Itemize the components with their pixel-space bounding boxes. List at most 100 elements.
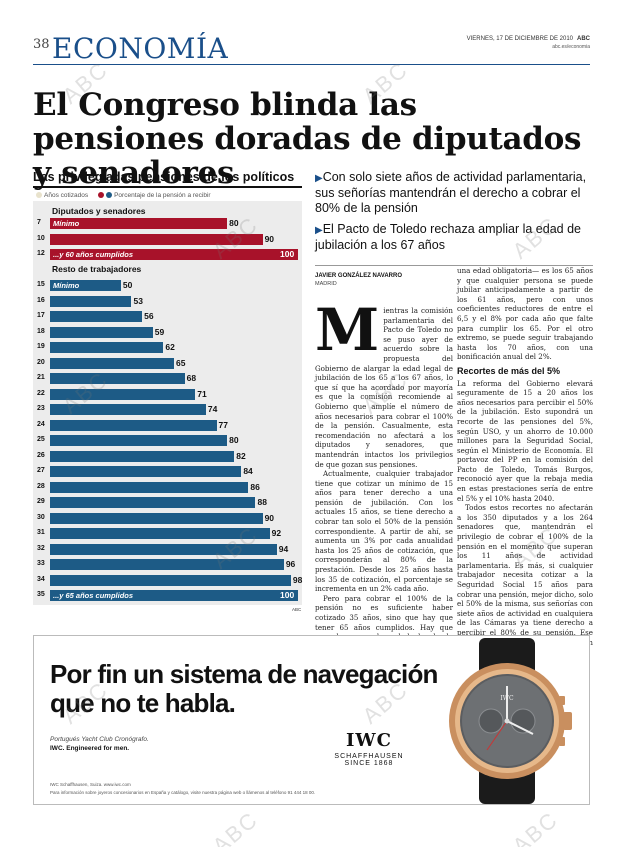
bar-year-label: 19: [37, 343, 45, 350]
chart-source: ABC: [292, 607, 302, 612]
chart-legend: Años cotizados Porcentaje de la pensión …: [36, 192, 211, 199]
bar-year-label: 26: [37, 451, 45, 459]
logo-schaffhausen: SCHAFFHAUSEN: [334, 753, 404, 760]
legend-blue-dot: [106, 192, 113, 198]
ad-tagline: IWC. Engineered for men.: [50, 745, 130, 752]
bar: [50, 559, 284, 570]
bar: [50, 388, 196, 400]
group-label-workers: Resto de trabajadores: [52, 264, 142, 274]
bar: [50, 311, 143, 322]
bar-value: 88: [257, 497, 267, 507]
bar-row: 34 98: [33, 574, 302, 586]
watermark: ABC: [207, 806, 263, 847]
byline-author: JAVIER GONZÁLEZ NAVARRO: [315, 273, 403, 279]
bar-year-label: 15: [37, 281, 45, 288]
section-title: ECONOMÍA: [52, 32, 229, 65]
bar: [50, 466, 242, 477]
bar-row: 24 77: [33, 419, 302, 431]
bar: ...y 65 años cumplidos: [50, 590, 298, 601]
bar: [50, 450, 235, 462]
iwc-advertisement[interactable]: Por fin un sistema de navegación que no …: [33, 635, 590, 805]
subhead-2-text: El Pacto de Toledo rechaza ampliar la ed…: [315, 222, 581, 252]
bar-year-label: 23: [37, 405, 45, 412]
bar-inline-label: Mínimo: [53, 281, 80, 290]
ad-product: Portugués Yacht Club Cronógrafo.: [50, 736, 149, 743]
legend-red-dot: [98, 192, 105, 198]
bar-value: 80: [229, 435, 239, 445]
legend-pct-label: Porcentaje de la pensión a recibir: [114, 192, 211, 199]
bar-row: 28 86: [33, 481, 302, 493]
bar-row: 25 80: [33, 435, 302, 446]
bar-row: 20 65: [33, 357, 302, 369]
bar-row: 35 ...y 65 años cumplidos 100: [33, 590, 302, 601]
bar-row: 32 94: [33, 543, 302, 555]
bar-row: 33 96: [33, 559, 302, 570]
bar-row: 16 53: [33, 295, 302, 307]
bar: [50, 295, 132, 307]
ad-headline: Por fin un sistema de navegación que no …: [50, 660, 438, 718]
paragraph: una edad obligatoria— es los 65 años y q…: [457, 266, 593, 362]
legend-years-dot: [36, 192, 42, 198]
bar-value: 65: [176, 357, 186, 368]
bar-value: 53: [133, 295, 143, 306]
bar-row: 30 90: [33, 512, 302, 524]
bar-row: 21 68: [33, 373, 302, 384]
subhead-1: ▶Con solo siete años de actividad parlam…: [315, 170, 593, 216]
paragraph: ientras la comisión parlamentaria del Pa…: [315, 306, 453, 469]
subhead-2: ▶El Pacto de Toledo rechaza ampliar la e…: [315, 222, 593, 253]
bar: [50, 497, 256, 508]
bar: [50, 326, 153, 338]
bar-year-label: 31: [37, 529, 45, 536]
bar-year-label: 27: [37, 467, 45, 474]
bar: [50, 373, 185, 384]
paragraph: Actualmente, cualquier trabajador tiene …: [315, 469, 453, 594]
bar: [50, 404, 206, 415]
bar-row: 23 74: [33, 404, 302, 415]
bar-value: 100: [280, 590, 295, 600]
bar-year-label: 34: [37, 575, 45, 583]
bar-year-label: 35: [37, 591, 45, 598]
bar-row: 27 84: [33, 466, 302, 477]
bar-row: 22 71: [33, 388, 302, 400]
bar-value: 68: [186, 373, 197, 383]
bar: [50, 574, 291, 586]
bar-value: 62: [165, 342, 175, 352]
paragraph: La reforma del Gobierno elevará segurame…: [457, 378, 593, 503]
bar-year-label: 30: [37, 513, 45, 521]
bar-year-label: 24: [37, 420, 45, 428]
bar-inline-label: ...y 60 años cumplidos: [53, 250, 134, 259]
legend-pct: Porcentaje de la pensión a recibir: [98, 192, 211, 199]
bar: ...y 60 años cumplidos: [50, 249, 298, 260]
bar-year-label: 29: [37, 498, 45, 505]
date-text: VIERNES, 17 DE DICIEMBRE DE 2010: [466, 36, 573, 42]
header-rule: [33, 64, 590, 65]
bar: [50, 435, 228, 446]
paragraph: Todos estos recortes no afectarán a los …: [457, 503, 593, 656]
watermark: ABC: [507, 806, 563, 847]
bar-row: 7 Mínimo 80: [33, 218, 302, 229]
bar: [50, 528, 270, 539]
bar-row: 15 Mínimo 50: [33, 280, 302, 291]
byline-place: MADRID: [315, 281, 337, 287]
bar-year-label: 28: [37, 482, 45, 490]
section-url[interactable]: abc.es/economia: [552, 44, 590, 50]
article-column-1: M ientras la comisión parlamentaria del …: [315, 301, 453, 651]
bar-value: 92: [271, 528, 282, 538]
bar-year-label: 25: [37, 436, 45, 443]
bar-row: 26 82: [33, 450, 302, 462]
ad-headline-line-1: Por fin un sistema de navegación: [50, 659, 438, 689]
bar: [50, 512, 263, 524]
bar: [50, 419, 217, 431]
bar: [50, 233, 263, 245]
bar-value: 71: [197, 388, 207, 399]
article-column-2: una edad obligatoria— es los 65 años y q…: [457, 266, 593, 657]
bar-year-label: 10: [37, 234, 45, 242]
bar: [50, 543, 277, 555]
bar-value: 80: [229, 218, 239, 228]
bar: Mínimo: [50, 280, 121, 291]
bar-value: 90: [264, 233, 275, 244]
bar-year-label: 16: [37, 296, 45, 304]
bar-row: 18 59: [33, 326, 302, 338]
chart-rule: [33, 186, 302, 188]
logo-iwc: IWC: [346, 730, 392, 751]
